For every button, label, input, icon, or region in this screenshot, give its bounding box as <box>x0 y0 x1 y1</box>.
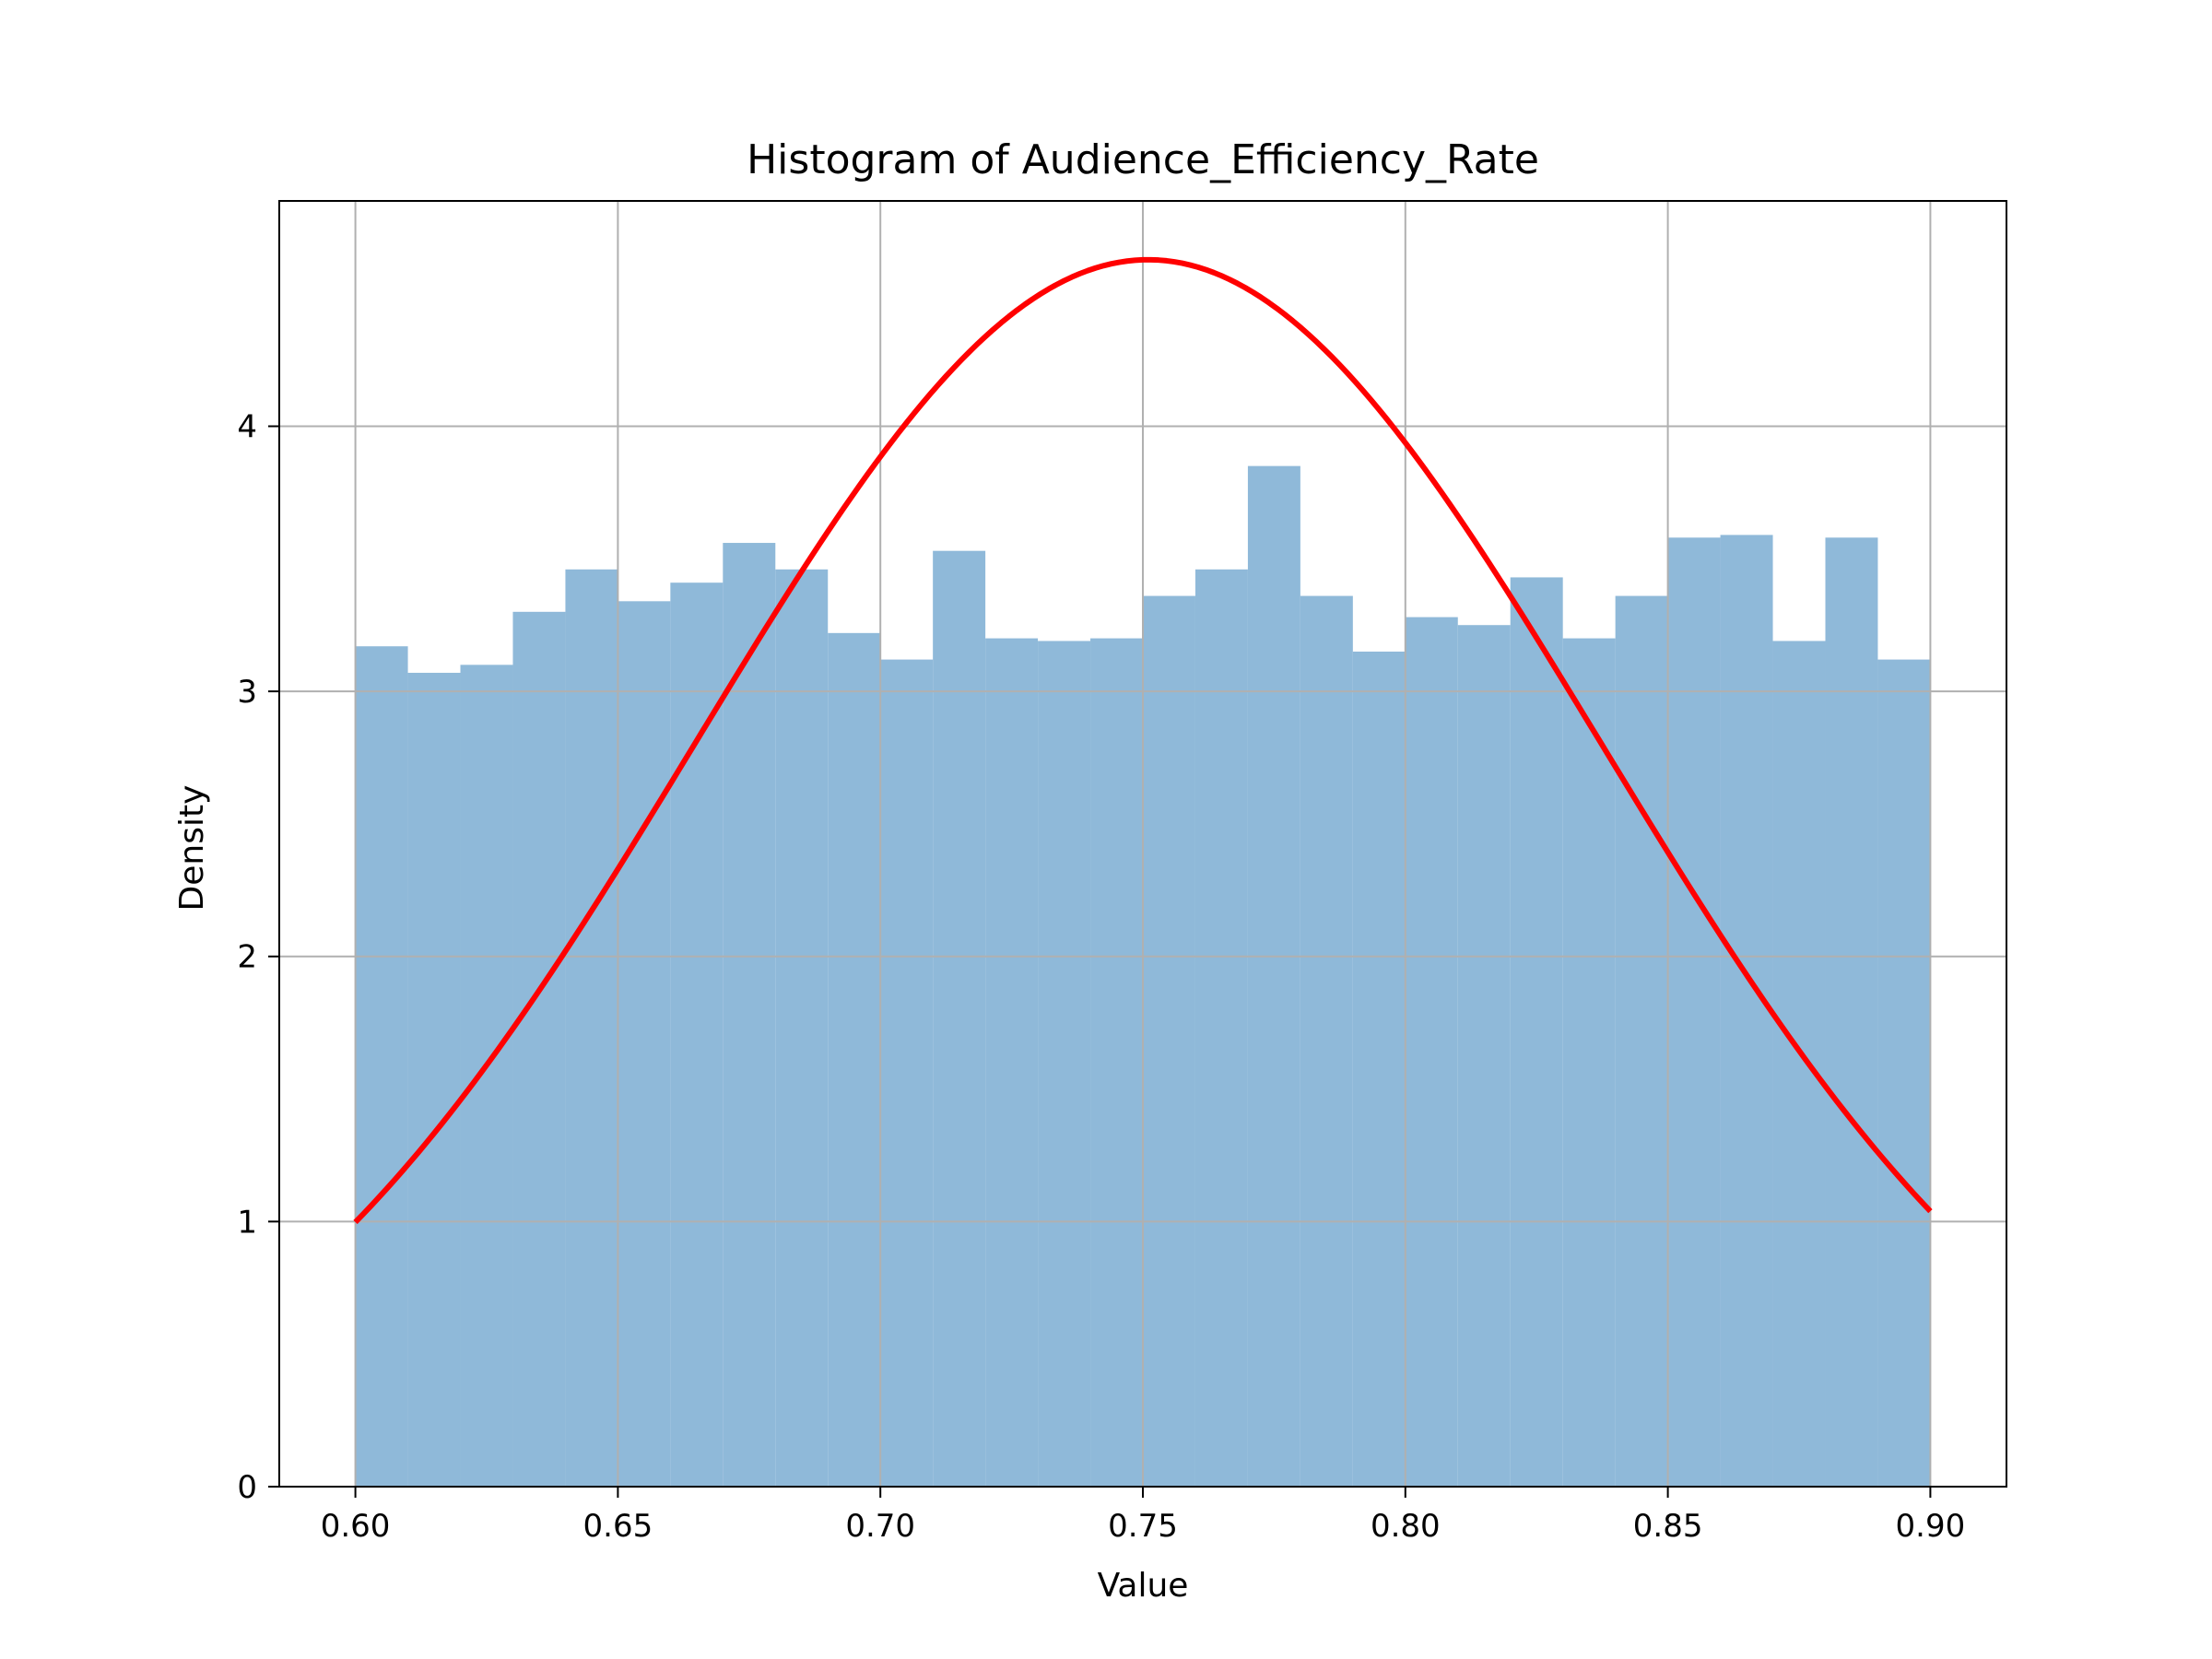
histogram-bar <box>1352 651 1406 1487</box>
histogram-bar <box>723 543 776 1487</box>
histogram-bar <box>828 632 881 1487</box>
histogram-bar <box>1772 641 1826 1487</box>
histogram-bar <box>1562 638 1616 1487</box>
x-tick-label: 0.80 <box>1371 1508 1441 1545</box>
histogram-bar <box>618 601 671 1487</box>
histogram-bar <box>775 569 829 1487</box>
histogram-bar <box>933 550 986 1487</box>
y-tick-label: 1 <box>237 1204 257 1241</box>
y-axis-label: Density <box>173 785 211 912</box>
histogram-bars <box>355 465 1931 1488</box>
x-tick-label: 0.90 <box>1896 1508 1966 1545</box>
histogram-bar <box>1405 617 1458 1487</box>
density-curve <box>353 256 1933 1225</box>
histogram-bar <box>1300 595 1353 1487</box>
histogram-bar <box>1877 659 1931 1487</box>
histogram-bar <box>1615 595 1668 1487</box>
histogram-bar <box>1038 641 1091 1487</box>
histogram-bar <box>1825 537 1878 1488</box>
histogram-bar <box>1667 537 1721 1488</box>
x-axis-ticks: 0.60 0.65 0.70 0.75 0.80 0.85 0.90 <box>321 1487 1966 1545</box>
histogram-bar <box>1090 638 1143 1487</box>
y-tick-label: 3 <box>237 674 257 711</box>
histogram-bar <box>407 672 461 1487</box>
y-tick-label: 2 <box>237 939 257 976</box>
histogram-bar <box>985 638 1039 1487</box>
histogram-bar <box>880 659 934 1487</box>
histogram-bar <box>512 611 566 1487</box>
x-tick-label: 0.70 <box>845 1508 915 1545</box>
histogram-bar <box>1194 569 1248 1487</box>
x-tick-label: 0.60 <box>321 1508 391 1545</box>
histogram-bar <box>565 569 618 1487</box>
histogram-bar <box>1510 577 1563 1487</box>
x-tick-label: 0.85 <box>1633 1508 1703 1545</box>
histogram-bar <box>670 582 724 1487</box>
y-tick-label: 4 <box>237 408 257 445</box>
y-tick-label: 0 <box>237 1469 257 1506</box>
chart-title: Histogram of Audience_Efficiency_Rate <box>747 136 1539 183</box>
x-tick-label: 0.75 <box>1108 1508 1178 1545</box>
histogram-bar <box>355 646 408 1487</box>
histogram-bar <box>460 665 513 1487</box>
x-tick-label: 0.65 <box>583 1508 653 1545</box>
histogram-bar <box>1143 595 1195 1487</box>
y-axis-ticks: 0 1 2 3 4 <box>237 408 279 1506</box>
histogram-bar <box>1457 625 1511 1487</box>
density-curve-line <box>353 256 1933 1225</box>
histogram-bar <box>1247 465 1300 1487</box>
histogram-bar <box>1720 535 1773 1487</box>
x-axis-label: Value <box>1098 1567 1189 1605</box>
